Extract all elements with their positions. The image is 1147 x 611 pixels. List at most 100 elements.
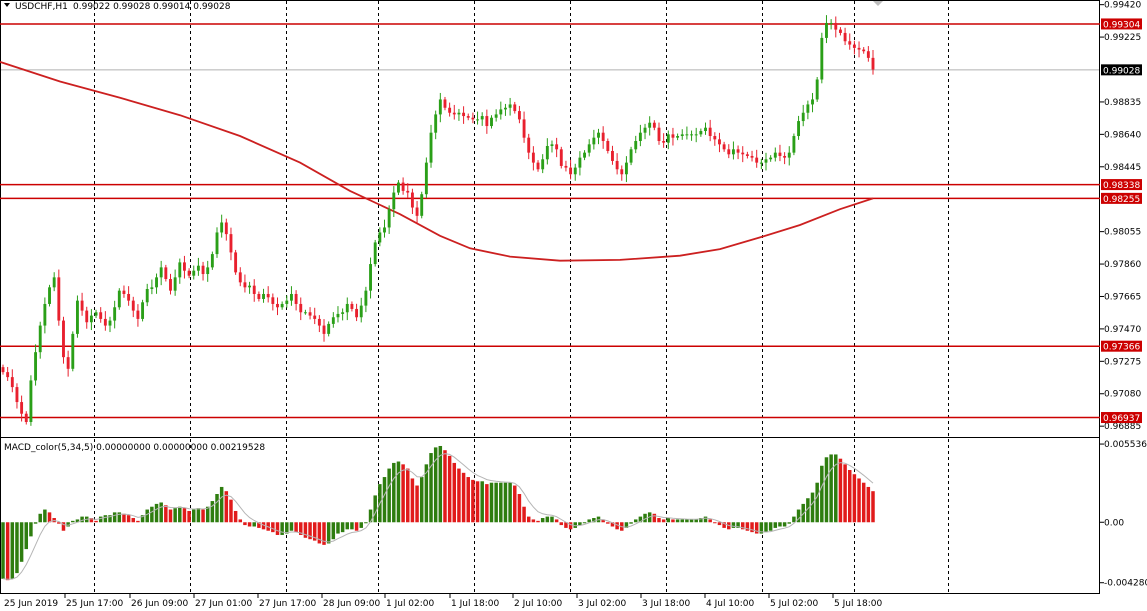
candle[interactable] [843,27,847,46]
candle[interactable] [438,92,442,123]
candle[interactable] [355,303,359,322]
candle[interactable] [638,124,642,147]
candle[interactable] [504,103,507,116]
candle[interactable] [834,16,838,38]
candle[interactable] [694,127,698,143]
candle[interactable] [127,286,131,306]
candle[interactable] [680,129,684,140]
candle[interactable] [131,296,135,318]
candle[interactable] [336,306,340,323]
candle[interactable] [559,146,563,169]
candle[interactable] [731,141,735,160]
candle[interactable] [280,301,284,310]
candle[interactable] [89,309,93,331]
candle[interactable] [243,274,247,293]
candle[interactable] [443,96,447,111]
candle[interactable] [373,239,377,267]
candle[interactable] [685,126,689,140]
candle[interactable] [29,375,33,426]
candle[interactable] [755,149,759,168]
candle[interactable] [257,291,261,302]
candle[interactable] [513,101,517,114]
candle[interactable] [829,19,833,30]
candle[interactable] [187,268,191,279]
candle[interactable] [587,139,591,157]
candle[interactable] [629,146,633,166]
candle[interactable] [866,46,870,62]
candle[interactable] [6,366,10,381]
candle[interactable] [80,292,84,316]
candle[interactable] [196,257,200,276]
candle[interactable] [466,113,470,121]
candle[interactable] [792,133,796,156]
candles-layer[interactable] [1,15,875,426]
candle[interactable] [611,145,614,165]
candle[interactable] [387,205,391,234]
candle[interactable] [541,154,545,174]
candle[interactable] [210,251,214,270]
candle[interactable] [99,307,103,323]
candle[interactable] [624,156,628,183]
candle[interactable] [66,350,70,377]
candle[interactable] [778,144,782,162]
candle[interactable] [648,116,652,136]
candle[interactable] [220,214,224,238]
candle[interactable] [736,145,740,160]
candle[interactable] [759,158,763,170]
candle[interactable] [857,41,861,58]
candle[interactable] [183,255,186,279]
candle[interactable] [341,308,345,321]
candle[interactable] [811,92,814,113]
candle[interactable] [364,286,368,313]
candle[interactable] [531,146,535,171]
candle[interactable] [699,128,703,137]
candle[interactable] [155,273,158,294]
candle[interactable] [262,288,265,303]
candle[interactable] [303,309,307,315]
candle[interactable] [266,286,270,303]
candle[interactable] [815,76,819,102]
candle[interactable] [406,183,410,198]
candle[interactable] [517,105,521,124]
candle[interactable] [38,321,42,359]
candle[interactable] [136,304,140,327]
candle[interactable] [499,101,503,120]
candle[interactable] [317,315,321,333]
candle[interactable] [229,227,233,261]
candle[interactable] [634,135,638,154]
candle[interactable] [434,110,438,140]
candle[interactable] [159,260,163,286]
candle[interactable] [294,290,298,311]
candle[interactable] [164,264,168,282]
candle[interactable] [801,104,805,127]
candle[interactable] [383,219,386,238]
candle[interactable] [52,272,56,292]
candle[interactable] [20,395,24,422]
candle[interactable] [215,227,219,258]
candle[interactable] [75,295,79,338]
candle[interactable] [122,285,126,298]
candle[interactable] [103,311,107,331]
candle[interactable] [1,364,5,375]
candle[interactable] [708,119,712,142]
candle[interactable] [597,128,600,145]
candle[interactable] [397,180,400,196]
candle[interactable] [299,297,303,321]
candle[interactable] [145,283,149,307]
support-resistance-levels[interactable] [0,23,1100,419]
candle[interactable] [43,297,47,334]
candle[interactable] [787,146,791,166]
candle[interactable] [462,106,466,124]
candle[interactable] [862,47,866,54]
candle[interactable] [578,151,582,176]
candle[interactable] [62,316,65,364]
candle[interactable] [620,165,624,181]
candle[interactable] [583,150,586,161]
candle[interactable] [825,15,828,44]
candle[interactable] [797,115,801,140]
candle[interactable] [750,150,754,162]
candle[interactable] [564,160,568,172]
candle[interactable] [727,144,731,159]
